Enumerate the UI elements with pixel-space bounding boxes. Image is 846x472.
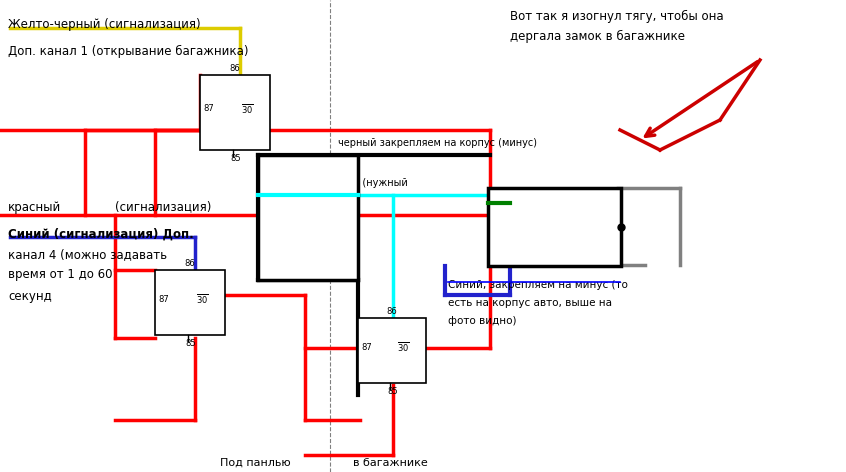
Text: Синий, закрепляем на минус (то: Синий, закрепляем на минус (то xyxy=(448,280,628,290)
Bar xyxy=(488,188,621,266)
Bar xyxy=(358,318,426,383)
Text: красный: красный xyxy=(8,201,61,213)
Text: 85: 85 xyxy=(185,339,195,348)
Text: Синий (сигнализация) Доп.: Синий (сигнализация) Доп. xyxy=(8,228,194,241)
Bar xyxy=(155,270,225,335)
Text: электрозамок: электрозамок xyxy=(498,205,593,218)
Text: синий от датчика (нужный: синий от датчика (нужный xyxy=(268,178,408,188)
Text: датчик объмо: датчик объмо xyxy=(268,235,344,245)
Text: 86: 86 xyxy=(184,259,195,268)
Text: 85: 85 xyxy=(230,154,240,163)
Text: есть на корпус авто, выше на: есть на корпус авто, выше на xyxy=(448,298,612,308)
Text: 87: 87 xyxy=(361,343,371,352)
Text: в багажнике: в багажнике xyxy=(353,458,427,468)
Text: $\overline{30}$: $\overline{30}$ xyxy=(398,340,410,354)
Text: Желто-черный (сигнализация): Желто-черный (сигнализация) xyxy=(8,18,201,31)
Text: Под панлью: Под панлью xyxy=(220,458,290,468)
Text: секунд: секунд xyxy=(8,290,52,303)
Text: дергала замок в багажнике: дергала замок в багажнике xyxy=(510,30,685,43)
Text: нам провод): нам провод) xyxy=(268,192,332,202)
Text: 86: 86 xyxy=(387,307,398,316)
Text: Доп. канал 1 (открывание багажника): Доп. канал 1 (открывание багажника) xyxy=(8,45,249,58)
Text: черный закрепляем на корпус (минус): черный закрепляем на корпус (минус) xyxy=(338,138,537,148)
Text: канал 4 (можно задавать: канал 4 (можно задавать xyxy=(8,248,168,261)
Text: фото видно): фото видно) xyxy=(448,316,517,326)
Text: 86: 86 xyxy=(229,64,240,73)
Text: время от 1 до 60: время от 1 до 60 xyxy=(8,268,113,281)
Text: 87: 87 xyxy=(203,104,214,113)
Text: Вот так я изогнул тягу, чтобы она: Вот так я изогнул тягу, чтобы она xyxy=(510,10,723,23)
Text: (сигнализация): (сигнализация) xyxy=(115,201,212,213)
Text: (актуатор): (актуатор) xyxy=(498,222,570,235)
Text: $\overline{30}$: $\overline{30}$ xyxy=(195,292,208,306)
Bar xyxy=(200,75,270,150)
Bar xyxy=(258,155,358,280)
Text: $\overline{30}$: $\overline{30}$ xyxy=(240,102,253,116)
Text: clifford-2: clifford-2 xyxy=(268,215,318,225)
Text: 85: 85 xyxy=(387,387,398,396)
Text: 87: 87 xyxy=(158,295,168,304)
